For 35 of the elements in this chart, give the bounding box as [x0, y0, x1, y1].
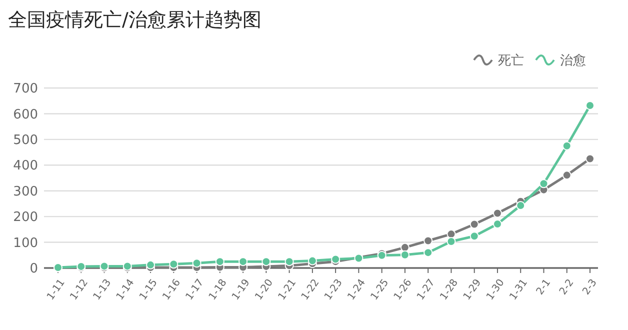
y-tick-label: 0: [30, 262, 38, 277]
point: [492, 208, 502, 218]
point: [284, 257, 294, 266]
chart-title: 全国疫情死亡/治愈累计趋势图: [8, 9, 262, 31]
point: [308, 256, 317, 266]
point: [192, 258, 202, 268]
point: [586, 154, 594, 164]
point: [400, 242, 410, 252]
y-tick-label: 200: [13, 210, 38, 226]
point: [516, 201, 526, 210]
y-tick-label: 700: [13, 82, 38, 97]
point: [539, 179, 548, 188]
point: [169, 260, 178, 269]
legend-label: 治愈: [560, 54, 586, 69]
point: [470, 220, 479, 229]
point: [331, 254, 340, 264]
point: [470, 232, 479, 241]
y-tick-label: 400: [13, 158, 38, 174]
point: [562, 141, 572, 150]
point: [424, 236, 433, 246]
y-tick-label: 500: [13, 132, 38, 148]
y-tick-label: 300: [13, 184, 38, 200]
point: [424, 248, 433, 258]
x-tick-label: 2-3: [580, 277, 600, 298]
point: [262, 257, 271, 266]
point: [562, 170, 572, 180]
x-tick-label: 2-2: [558, 277, 576, 298]
point: [238, 257, 248, 266]
y-tick-label: 600: [13, 107, 38, 122]
x-tick-label: 2-1: [534, 277, 554, 298]
point: [146, 260, 156, 270]
y-tick-label: 100: [13, 236, 38, 251]
point: [400, 250, 410, 260]
point: [215, 257, 224, 266]
legend-label: 死亡: [498, 52, 524, 69]
